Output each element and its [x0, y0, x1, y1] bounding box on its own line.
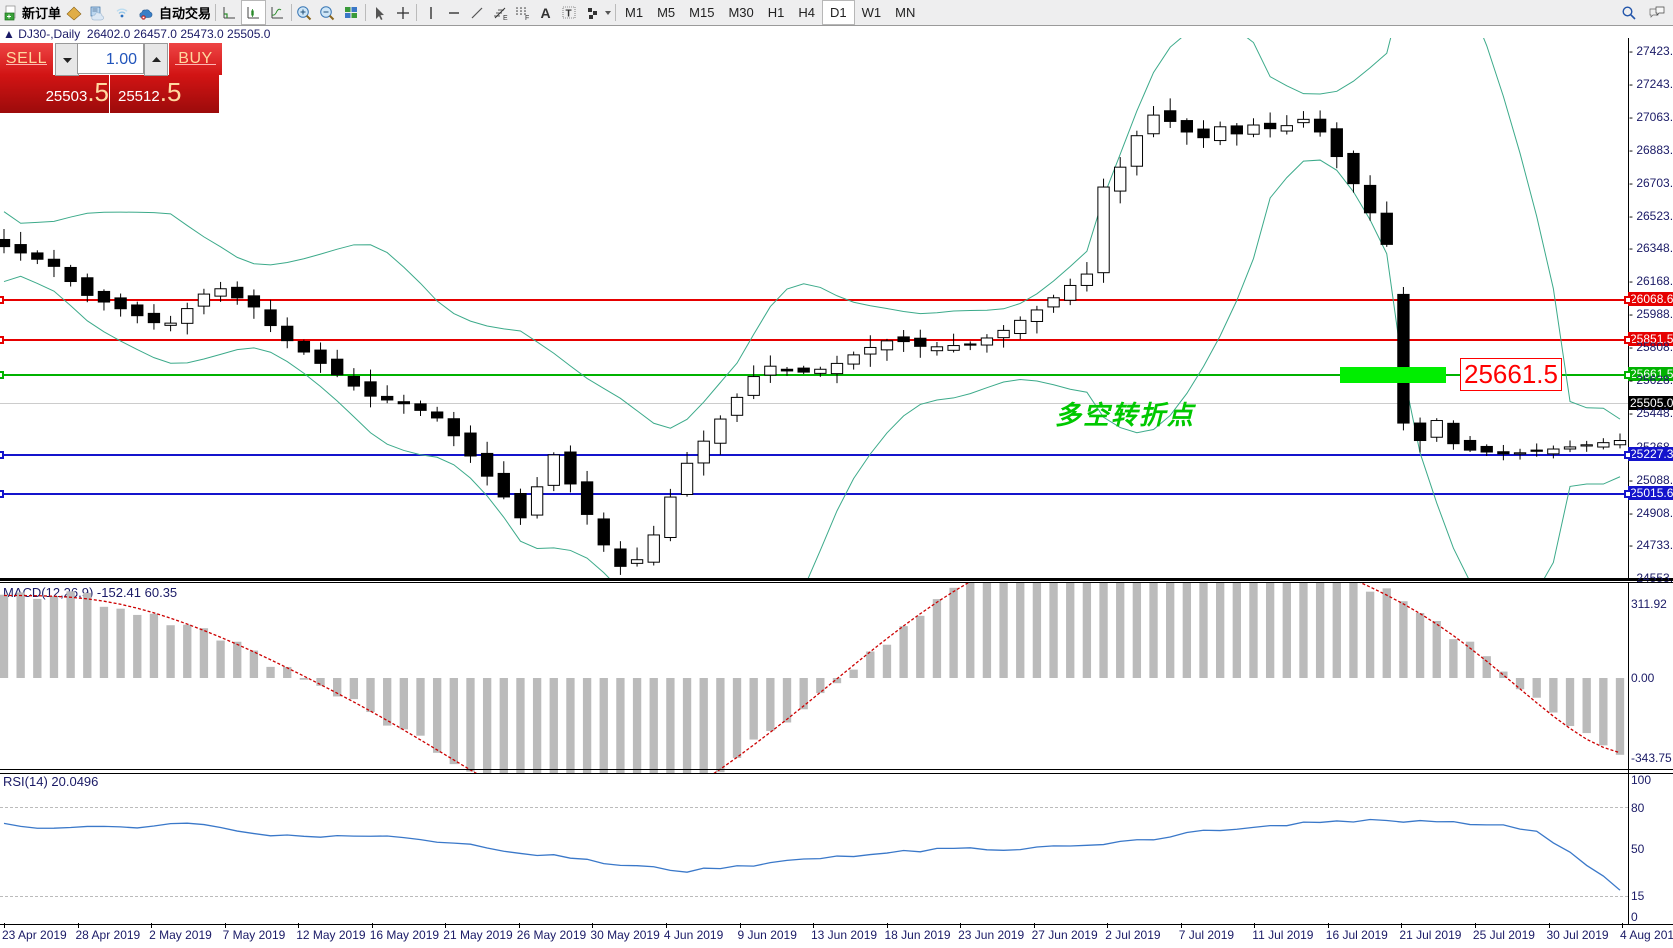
svg-text:F: F — [525, 15, 529, 21]
svg-text:T: T — [565, 8, 571, 19]
svg-text:E: E — [503, 15, 508, 21]
